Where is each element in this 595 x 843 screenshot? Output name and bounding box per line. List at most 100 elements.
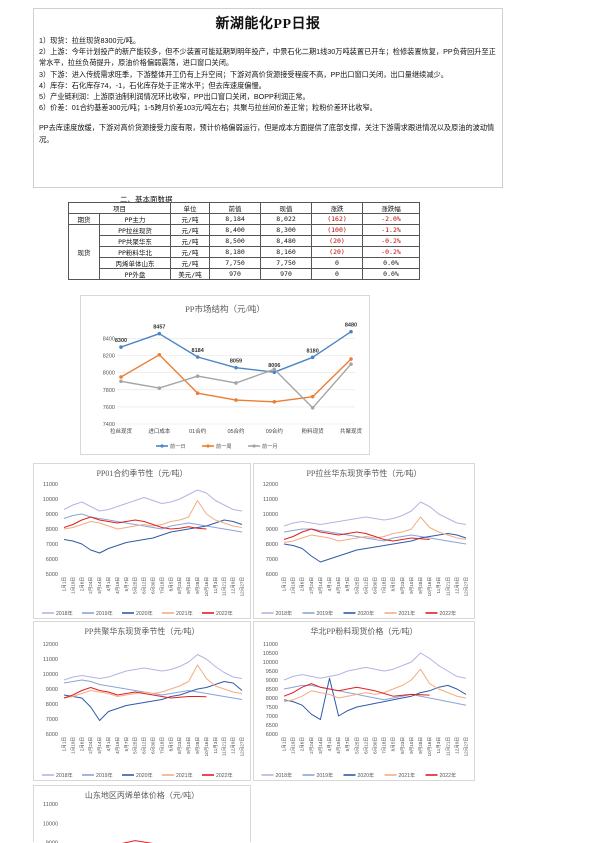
- x-tick-label: 4月19日: [336, 737, 342, 754]
- data-label: 8300: [115, 338, 127, 344]
- data-point: [196, 374, 200, 378]
- y-tick-label: 6000: [46, 732, 58, 738]
- cell-unit: 元/吨: [171, 236, 210, 247]
- x-tick-label: 12月9日: [454, 577, 460, 594]
- x-tick-label: 6月12日: [363, 577, 369, 594]
- y-tick-label: 11000: [43, 802, 58, 808]
- data-point: [273, 368, 277, 372]
- chart-title: PP共聚华东现货季节性（元/吨）: [84, 626, 199, 636]
- cell-prev: 8,400: [210, 225, 261, 236]
- legend-label: 2019年: [317, 609, 334, 617]
- cell-curr: 8,160: [261, 247, 312, 258]
- cell-item: PP外盘: [100, 269, 171, 280]
- x-tick-label: 8月23日: [400, 737, 406, 754]
- pp01-seasonal-svg: PP01合约季节性（元/吨）50006000700080009000100001…: [34, 464, 250, 618]
- legend-label: 前一日: [170, 442, 186, 450]
- legend-label: 2020年: [136, 609, 153, 617]
- y-tick-label: 11000: [263, 497, 278, 503]
- y-tick-label: 7500: [266, 705, 278, 711]
- legend-label: 2021年: [399, 771, 416, 779]
- legend-marker: [160, 444, 163, 447]
- y-tick-label: 7000: [46, 717, 58, 723]
- y-tick-label: 9000: [46, 687, 58, 693]
- x-tick-label: 7月18日: [159, 577, 165, 594]
- cell-change: (20): [312, 236, 363, 247]
- series-line: [284, 678, 466, 719]
- y-tick-label: 9000: [266, 527, 278, 533]
- y-tick-label: 8400: [103, 337, 115, 343]
- data-point: [349, 362, 353, 366]
- x-tick-label: 8月5日: [168, 577, 174, 591]
- legend-label: 2022年: [216, 609, 233, 617]
- y-tick-label: 7800: [103, 388, 115, 394]
- cell-curr: 8,480: [261, 236, 312, 247]
- legend-label: 2021年: [176, 771, 193, 779]
- x-tick-label: 9月28日: [195, 577, 201, 594]
- group-cell: 期货: [69, 214, 100, 225]
- series-line: [64, 655, 242, 681]
- series-line: [284, 685, 466, 705]
- data-point: [119, 379, 123, 383]
- paragraph-downstream: 3）下游：进入传统需求旺季，下游整体开工仍有上升空间；下游对高价货源接受程度不高…: [39, 69, 497, 80]
- y-tick-label: 9000: [266, 678, 278, 684]
- x-tick-label: 2月24日: [88, 737, 94, 754]
- chart-title: PP拉丝华东现货季节性（元/吨）: [306, 468, 421, 478]
- cell-curr: 8,300: [261, 225, 312, 236]
- x-tick-label: 3月14日: [97, 577, 103, 594]
- x-tick-label: 6月12日: [363, 737, 369, 754]
- x-tick-label: 11月21日: [445, 737, 451, 756]
- x-tick-label: 3月14日: [318, 737, 324, 754]
- y-tick-label: 8200: [103, 354, 115, 360]
- data-label: 8180: [307, 348, 319, 354]
- chart-title: PP市场结构（元/吨）: [185, 304, 265, 314]
- x-tick-label: 4月19日: [336, 577, 342, 594]
- x-tick-label: 11月3日: [436, 737, 442, 754]
- data-point: [196, 391, 200, 395]
- x-tick-label: 8月23日: [400, 577, 406, 594]
- series-line: [284, 517, 466, 543]
- data-point: [158, 353, 162, 357]
- cell-prev: 8,184: [210, 214, 261, 225]
- legend-marker: [206, 444, 209, 447]
- x-tick-label: 4月19日: [115, 737, 121, 754]
- x-tick-label: 4月1日: [327, 737, 333, 751]
- x-tick-label: 8月5日: [391, 737, 397, 751]
- x-tick-label: 8月5日: [168, 737, 174, 751]
- data-point: [119, 345, 123, 349]
- x-tick-label: 9月28日: [418, 737, 424, 754]
- x-tick-label: 9月28日: [418, 577, 424, 594]
- x-tick-label: 5月7日: [345, 577, 351, 591]
- x-tick-label: 2月24日: [88, 577, 94, 594]
- data-point: [234, 366, 238, 370]
- x-tick-label: 5月25日: [133, 737, 139, 754]
- legend-label: 2019年: [96, 609, 113, 617]
- cell-item: PP拉丝现货: [100, 225, 171, 236]
- group-cell: 现货: [69, 225, 100, 280]
- y-tick-label: 10500: [263, 651, 278, 657]
- legend-label: 2021年: [399, 609, 416, 617]
- x-tick-label: 5月7日: [345, 737, 351, 751]
- data-label: 8184: [192, 348, 205, 354]
- legend-label: 2020年: [136, 771, 153, 779]
- paragraph-inventory: 4）库存：石化库存74，-1，石化库存处于正常水平；但去库速度偏慢。: [39, 80, 497, 91]
- legend-label: 2022年: [440, 609, 457, 617]
- cell-change: (100): [312, 225, 363, 236]
- y-tick-label: 10000: [43, 672, 58, 678]
- series-line: [64, 680, 242, 700]
- legend-label: 2022年: [216, 771, 233, 779]
- x-tick-label: 9月28日: [195, 737, 201, 754]
- y-tick-label: 10000: [263, 512, 278, 518]
- cell-change: 0: [312, 258, 363, 269]
- series-line: [64, 490, 242, 511]
- x-tick-label: 1月1日: [62, 577, 68, 591]
- cell-pct: -2.0%: [363, 214, 420, 225]
- x-tick-label: 11月3日: [213, 737, 219, 754]
- y-tick-label: 8500: [266, 687, 278, 693]
- data-point: [349, 330, 353, 334]
- legend-marker: [252, 444, 255, 447]
